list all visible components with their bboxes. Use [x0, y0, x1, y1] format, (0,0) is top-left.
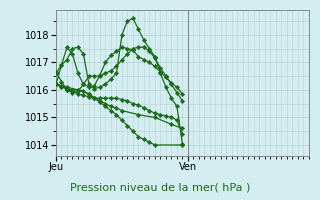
Text: Pression niveau de la mer( hPa ): Pression niveau de la mer( hPa ) [70, 182, 250, 192]
